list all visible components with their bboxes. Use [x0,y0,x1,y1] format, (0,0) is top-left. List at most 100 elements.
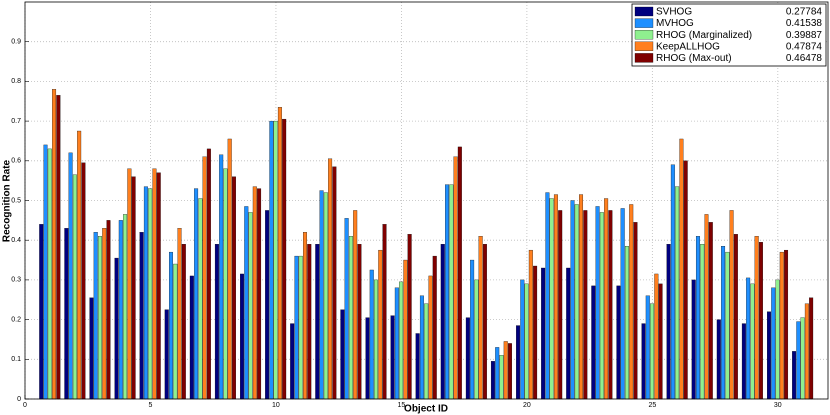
bar [369,269,374,400]
bar [574,204,579,400]
bar [533,265,538,400]
y-tick-label: 0 [17,396,21,403]
legend-label: SVHOG [656,7,692,18]
bar [231,176,236,400]
bar [633,222,638,400]
y-tick-label: 0.7 [11,118,21,125]
y-tick-label: 0.3 [11,277,21,284]
x-tick-label: 0 [23,402,27,409]
legend-value: 0.39887 [786,30,823,41]
bar [654,273,659,400]
x-axis-label: Object ID [404,404,448,415]
bar [118,220,123,400]
bar [390,315,395,400]
bar [670,164,675,400]
bar [784,249,789,400]
bar [679,138,684,400]
bar [478,236,483,400]
bar [716,319,721,400]
bar [591,285,596,400]
bar [81,162,86,400]
bar [403,259,408,400]
bar [482,244,487,400]
legend-swatch [634,30,654,40]
bar [741,323,746,400]
bar [809,297,814,400]
bar [616,285,621,400]
bar [595,206,600,400]
bar [495,347,500,400]
bar [89,297,94,400]
bar [683,160,688,400]
y-axis-label: Recognition Rate [2,159,13,242]
bar [658,283,663,400]
legend-label: RHOG (Max-out) [656,53,732,64]
bar [248,212,253,400]
bar [227,138,232,400]
x-tick-label: 20 [523,402,531,409]
bar [139,232,144,400]
bar [524,283,529,400]
bar [424,303,429,400]
bar [123,214,128,400]
bar [432,255,437,400]
legend-label: RHOG (Marginalized) [656,30,752,41]
bar [323,192,328,400]
bar [39,224,44,400]
bar [558,210,563,400]
y-tick-label: 0.6 [11,158,21,165]
bar [277,107,282,400]
bar [553,194,558,400]
bar [378,249,383,400]
bar [374,279,378,400]
y-tick-label: 0.9 [11,39,21,46]
bar [650,303,655,400]
bar [620,208,625,400]
bar [750,283,755,400]
bar [156,172,161,400]
y-tick-label: 0.2 [11,316,21,323]
bar [223,168,228,400]
bar [771,287,776,400]
bar [181,244,186,400]
x-tick-label: 5 [149,402,153,409]
bar [131,176,136,400]
bar [169,251,173,400]
bar [746,277,751,400]
legend-swatch [634,18,654,28]
y-tick-label: 0.5 [11,197,21,204]
bar [449,184,454,400]
legend-value: 0.41538 [786,18,823,29]
bar [143,186,148,400]
plot-frame [24,1,829,400]
bar [453,156,458,400]
bar [666,244,671,400]
bar [470,259,475,400]
bar [415,333,420,400]
bar [796,321,801,400]
bar [106,220,111,400]
bar [72,174,77,400]
bar [315,244,320,400]
bar [792,351,797,400]
bar [624,246,629,400]
x-tick-label: 10 [272,402,280,409]
bar [348,236,353,400]
legend-swatch [634,6,654,17]
legend-swatch [634,53,654,63]
bar [328,158,333,400]
legend-box [631,3,827,67]
bar [164,309,169,400]
bar [641,323,646,400]
bar [382,224,387,400]
bar [419,295,424,400]
bar [579,194,584,400]
bar [303,232,307,400]
bar [645,295,650,400]
legend-label: MVHOG [656,18,694,29]
bar [729,210,734,400]
bar [604,198,609,400]
bar [800,317,805,400]
legend-value: 0.47874 [786,41,823,52]
